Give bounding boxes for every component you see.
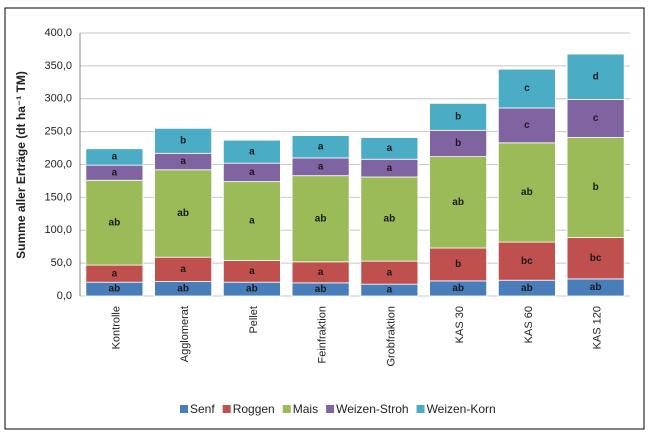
segment-label: ab [452,197,464,208]
y-tick-label: 150,0 [44,191,72,203]
segment-label: c [593,113,599,124]
segment-label: b [593,182,599,193]
bar-segment [222,181,281,261]
y-tick-label: 300,0 [44,93,72,105]
segment-label: a [112,167,118,178]
bar-segment [222,139,281,164]
x-tick-label: Agglomerat [179,306,191,362]
bar-segment [497,241,556,281]
legend-swatch [282,405,291,413]
y-tick-label: 400,0 [44,27,72,39]
segment-label: a [387,163,393,174]
segment-label: ab [109,217,121,228]
segment-label: a [387,285,393,296]
segment-label: a [249,146,255,157]
legend-label: Senf [190,402,215,416]
x-tick-label: KAS 60 [523,306,535,343]
y-axis-title: Summe aller Erträge (dt ha⁻¹ TM) [14,71,28,259]
bar-segment [429,156,488,249]
segment-label: c [524,83,530,94]
legend-swatch [180,405,188,413]
y-tick-label: 350,0 [44,60,72,72]
segment-label: ab [452,283,464,294]
segment-label: ab [521,283,533,294]
segment-label: ab [177,283,189,294]
segment-label: ab [384,214,396,225]
y-tick-label: 0,0 [57,290,72,302]
segment-label: ab [590,282,602,293]
bar-segment [497,142,556,243]
bar-segment [497,107,556,144]
segment-label: bc [590,253,602,264]
y-tick-label: 200,0 [44,158,72,170]
segment-label: a [249,216,255,227]
y-tick-label: 50,0 [51,257,72,269]
x-tick-label: Kontrolle [110,306,122,349]
bar-segment [154,256,213,282]
segment-label: c [524,120,530,131]
bar-segment [291,135,350,159]
x-tick-label: Grobfraktion [385,306,397,367]
segment-label: a [180,156,186,167]
bar-segment [85,179,144,266]
segment-label: a [387,267,393,278]
x-tick-label: Pellet [248,306,260,334]
bar-segment [291,175,350,263]
segment-label: ab [521,187,533,198]
segment-label: b [455,111,461,122]
segment-label: a [249,266,255,277]
legend-label: Weizen-Korn [427,402,496,416]
segment-label: a [318,141,324,152]
legend-swatch [326,405,335,413]
x-tick-label: KAS 30 [454,306,466,343]
segment-label: ab [177,208,189,219]
segment-label: a [318,161,324,172]
segment-label: ab [246,284,258,295]
segment-label: a [112,152,118,163]
bar-segment [429,247,488,282]
segment-label: a [180,264,186,275]
x-tick-label: KAS 120 [592,306,604,349]
segment-label: d [593,71,599,82]
bar-segment [360,137,419,160]
segment-label: a [318,267,324,278]
legend-label: Roggen [233,402,275,416]
segment-label: ab [315,284,327,295]
segment-label: b [455,138,461,149]
bar-segment [429,102,488,131]
bar-segment [497,68,556,109]
segment-label: a [249,167,255,178]
bar-segment [85,148,144,166]
bar-segment [566,53,625,100]
segment-label: ab [109,284,121,295]
bar-segment [360,176,419,262]
y-tick-label: 100,0 [44,224,72,236]
legend-label: Weizen-Stroh [336,402,408,416]
segment-label: bc [521,256,533,267]
legend-swatch [416,405,425,413]
x-tick-label: Feinfraktion [317,306,329,363]
segment-label: b [455,259,461,270]
legend-label: Mais [293,402,318,416]
legend-swatch [222,405,231,413]
bar-segment [154,127,213,154]
segment-label: ab [315,213,327,224]
chart-frame [4,7,645,430]
segment-label: b [180,135,186,146]
bar-segment [566,99,625,138]
segment-label: a [387,143,393,154]
segment-label: a [112,268,118,279]
y-tick-label: 250,0 [44,126,72,138]
bar-segment [429,129,488,158]
